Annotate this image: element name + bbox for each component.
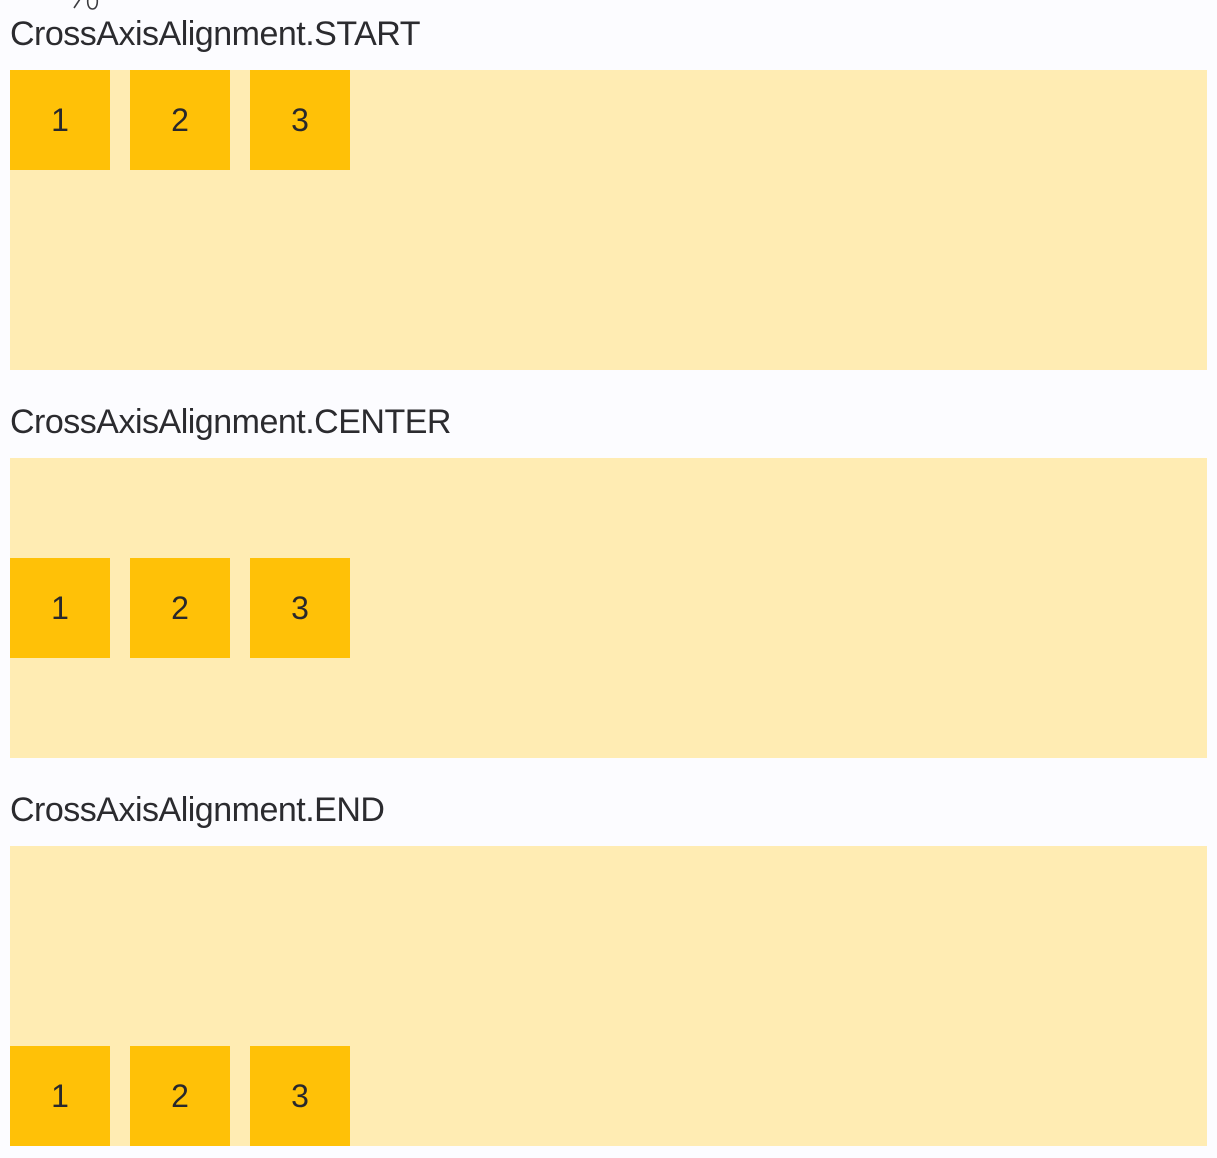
box-number: 1	[51, 590, 69, 626]
numbered-box: 2	[130, 1046, 230, 1146]
numbered-box: 3	[250, 70, 350, 170]
alignment-track: 1 2 3	[10, 70, 1207, 370]
box-number: 2	[171, 102, 189, 138]
numbered-box: 2	[130, 70, 230, 170]
numbered-box: 1	[10, 1046, 110, 1146]
alignment-track: 1 2 3	[10, 846, 1207, 1146]
section-cross-axis-center: CrossAxisAlignment.CENTER 1 2 3	[10, 398, 1207, 758]
numbered-box: 2	[130, 558, 230, 658]
section-cross-axis-start: CrossAxisAlignment.START 1 2 3	[10, 10, 1207, 370]
box-number: 2	[171, 590, 189, 626]
box-number: 1	[51, 102, 69, 138]
section-title: CrossAxisAlignment.END	[10, 791, 385, 829]
section-title: CrossAxisAlignment.CENTER	[10, 403, 451, 441]
numbered-box: 1	[10, 70, 110, 170]
numbered-box: 3	[250, 558, 350, 658]
alignment-track: 1 2 3	[10, 458, 1207, 758]
section-title: CrossAxisAlignment.START	[10, 15, 420, 53]
numbered-box: 3	[250, 1046, 350, 1146]
section-cross-axis-end: CrossAxisAlignment.END 1 2 3	[10, 786, 1207, 1146]
box-number: 2	[171, 1078, 189, 1114]
box-number: 1	[51, 1078, 69, 1114]
box-number: 3	[291, 102, 309, 138]
box-number: 3	[291, 590, 309, 626]
box-number: 3	[291, 1078, 309, 1114]
numbered-box: 1	[10, 558, 110, 658]
